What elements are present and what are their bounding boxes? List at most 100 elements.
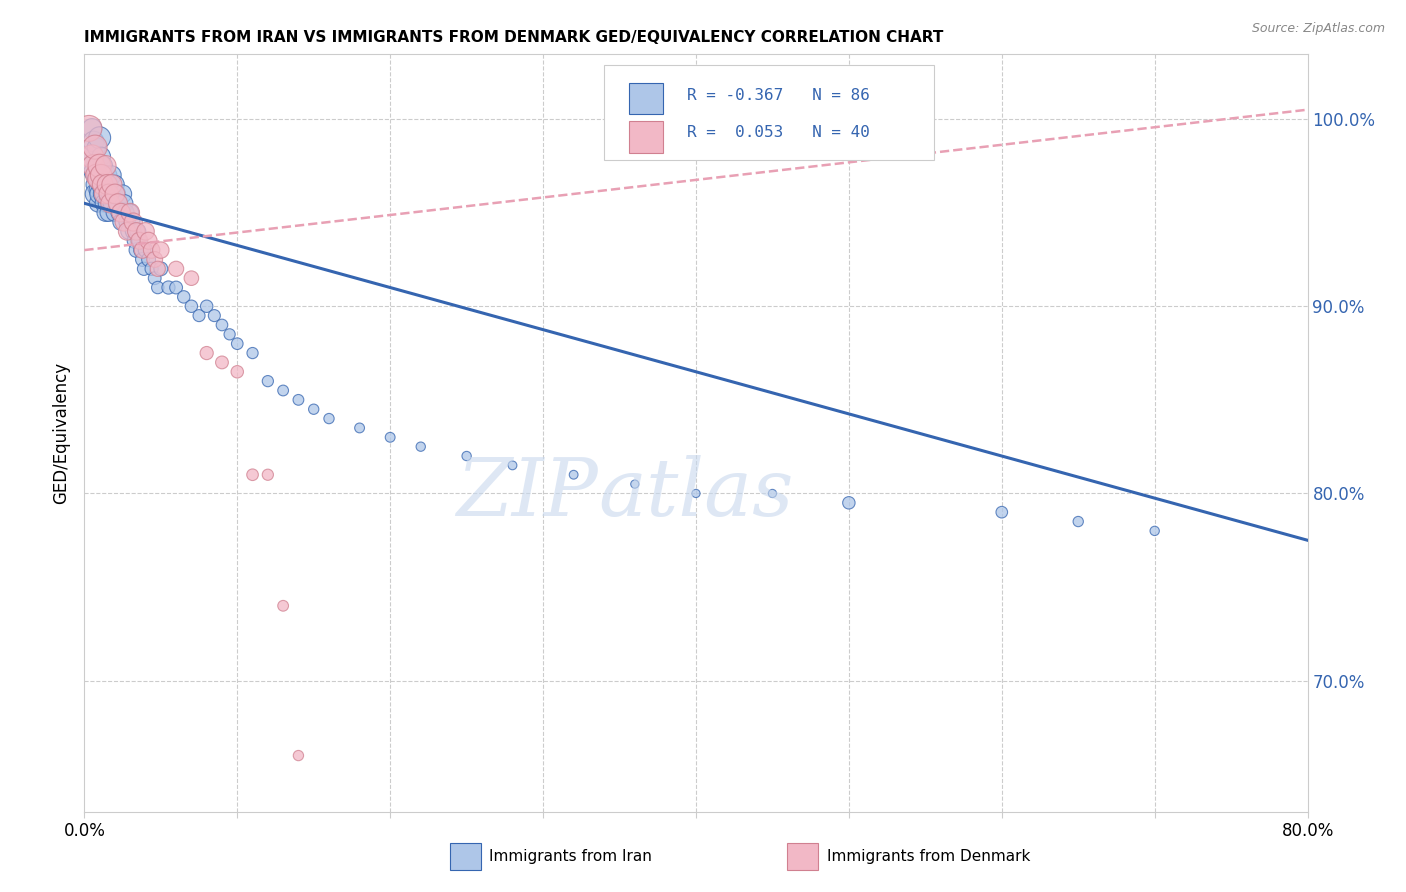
Point — [624, 477, 647, 491]
Point — [226, 336, 249, 351]
Point — [104, 178, 127, 192]
Point — [93, 196, 115, 211]
Point — [271, 384, 294, 398]
Point — [188, 309, 211, 323]
Point — [84, 140, 107, 154]
Point — [1067, 515, 1090, 529]
Point — [91, 178, 114, 192]
Point — [132, 261, 155, 276]
Point — [242, 346, 264, 360]
Point — [101, 196, 124, 211]
Point — [242, 467, 264, 482]
Point — [79, 159, 101, 173]
Point — [114, 205, 136, 219]
Text: ZIP: ZIP — [457, 455, 598, 532]
Point — [96, 178, 118, 192]
Point — [96, 196, 118, 211]
Point — [80, 121, 103, 136]
Point — [143, 252, 166, 267]
Point — [135, 224, 157, 238]
Point — [97, 205, 120, 219]
Point — [138, 252, 160, 267]
Point — [98, 196, 121, 211]
Point — [96, 168, 118, 182]
Point — [127, 224, 149, 238]
Point — [98, 186, 121, 201]
Point — [87, 172, 110, 186]
Point — [89, 186, 111, 201]
Point — [562, 467, 585, 482]
Point — [77, 149, 100, 163]
Point — [86, 140, 108, 154]
Point — [83, 164, 105, 178]
Point — [112, 196, 135, 211]
Point — [128, 234, 150, 248]
Point — [180, 271, 202, 285]
Point — [120, 205, 142, 219]
Point — [89, 130, 111, 145]
Point — [83, 135, 105, 149]
Point — [84, 186, 107, 201]
Point — [97, 186, 120, 201]
Point — [125, 224, 148, 238]
Point — [90, 178, 112, 192]
Text: IMMIGRANTS FROM IRAN VS IMMIGRANTS FROM DENMARK GED/EQUIVALENCY CORRELATION CHAR: IMMIGRANTS FROM IRAN VS IMMIGRANTS FROM … — [84, 30, 943, 45]
FancyBboxPatch shape — [628, 120, 664, 153]
Point — [110, 205, 132, 219]
Point — [143, 271, 166, 285]
Point — [112, 215, 135, 229]
Point — [94, 178, 117, 192]
Point — [122, 215, 145, 229]
Point — [131, 243, 153, 257]
Point — [97, 178, 120, 192]
Point — [202, 309, 225, 323]
Point — [90, 168, 112, 182]
Point — [226, 365, 249, 379]
Point — [180, 299, 202, 313]
Point — [218, 327, 240, 342]
Point — [211, 355, 233, 369]
Point — [93, 168, 115, 182]
Point — [86, 168, 108, 182]
Point — [409, 440, 432, 454]
Point — [86, 168, 108, 182]
Point — [456, 449, 478, 463]
Point — [110, 215, 132, 229]
Point — [349, 421, 371, 435]
Point — [318, 411, 340, 425]
Point — [104, 205, 127, 219]
Text: R = -0.367   N = 86: R = -0.367 N = 86 — [688, 87, 870, 103]
Point — [115, 224, 138, 238]
Point — [195, 346, 218, 360]
Point — [128, 234, 150, 248]
Point — [149, 243, 172, 257]
Point — [115, 215, 138, 229]
Text: Immigrants from Denmark: Immigrants from Denmark — [827, 849, 1031, 863]
Point — [118, 224, 141, 238]
Y-axis label: GED/Equivalency: GED/Equivalency — [52, 361, 70, 504]
Point — [90, 149, 112, 163]
Point — [685, 486, 707, 500]
Point — [107, 196, 129, 211]
Point — [120, 205, 142, 219]
Point — [91, 159, 114, 173]
Point — [105, 186, 128, 201]
Point — [107, 196, 129, 211]
Point — [101, 178, 124, 192]
Point — [131, 252, 153, 267]
Point — [157, 280, 180, 294]
Text: Source: ZipAtlas.com: Source: ZipAtlas.com — [1251, 22, 1385, 36]
Point — [124, 234, 146, 248]
Text: atlas: atlas — [598, 455, 793, 532]
Point — [93, 186, 115, 201]
Point — [287, 748, 309, 763]
FancyBboxPatch shape — [628, 83, 664, 114]
Point — [141, 261, 163, 276]
Point — [121, 215, 143, 229]
Point — [146, 280, 169, 294]
Point — [111, 186, 134, 201]
Point — [83, 159, 105, 173]
Point — [87, 196, 110, 211]
Point — [129, 243, 152, 257]
Point — [101, 168, 124, 182]
